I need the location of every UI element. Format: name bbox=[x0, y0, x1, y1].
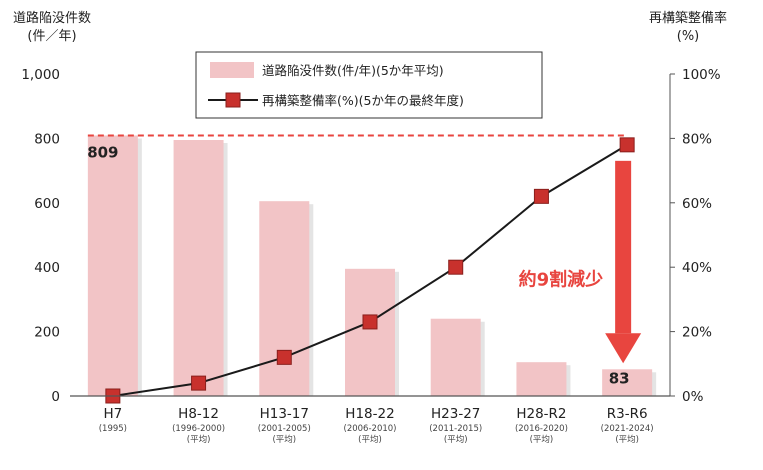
category-sublabel: (平均) bbox=[358, 434, 382, 445]
right-tick-label: 0% bbox=[682, 389, 704, 405]
legend-label-bar: 道路陥没件数(件/年)(5か年平均) bbox=[262, 63, 444, 78]
line-marker bbox=[191, 375, 207, 391]
category-sublabel: (平均) bbox=[615, 434, 639, 445]
left-axis-title: 道路陥没件数 (件／年) bbox=[13, 10, 91, 44]
annotation: 約9割減少 bbox=[519, 160, 642, 364]
legend-swatch-marker bbox=[225, 92, 241, 108]
category-sublabel: (1996-2000) bbox=[172, 424, 225, 434]
category-label: H8-12 bbox=[178, 406, 219, 422]
annotation-text: 約9割減少 bbox=[519, 269, 604, 291]
left-axis-title-line: (件／年) bbox=[27, 29, 76, 44]
left-tick-label: 0 bbox=[51, 389, 60, 405]
category-sublabel: (平均) bbox=[272, 434, 296, 445]
category-sublabel: (2016-2020) bbox=[515, 424, 568, 434]
category-sublabel: (2001-2005) bbox=[258, 424, 311, 434]
right-axis-title: 再構築整備率 (%) bbox=[649, 10, 727, 44]
right-axis-title-line: 再構築整備率 bbox=[649, 10, 727, 26]
left-tick-label: 200 bbox=[34, 325, 60, 341]
data-label: 809 bbox=[87, 144, 118, 162]
line-marker bbox=[448, 259, 464, 275]
left-tick-label: 800 bbox=[34, 131, 60, 147]
category-sublabel: (2021-2024) bbox=[601, 424, 654, 434]
right-axis-title-line: (%) bbox=[677, 29, 700, 44]
line-marker bbox=[362, 314, 378, 330]
right-tick-label: 40% bbox=[682, 260, 712, 276]
bars bbox=[87, 135, 657, 396]
bar bbox=[516, 362, 567, 396]
bar bbox=[87, 135, 138, 396]
bar bbox=[602, 369, 653, 396]
category-label: R3-R6 bbox=[607, 406, 648, 422]
category-sublabel: (平均) bbox=[187, 434, 211, 445]
legend-swatch-bar bbox=[210, 62, 254, 78]
category-label: H28-R2 bbox=[516, 406, 566, 422]
bar bbox=[345, 268, 395, 396]
data-labels: 809 83 bbox=[87, 144, 629, 388]
left-tick-label: 600 bbox=[34, 196, 60, 212]
arrow-head bbox=[605, 333, 642, 364]
category-sublabel: (1995) bbox=[99, 424, 127, 434]
data-label: 83 bbox=[609, 369, 630, 387]
bar bbox=[430, 318, 481, 396]
category-label: H18-22 bbox=[345, 406, 394, 422]
line-series bbox=[105, 137, 635, 404]
line-marker bbox=[276, 349, 292, 365]
bar bbox=[259, 201, 310, 396]
category-sublabel: (平均) bbox=[444, 434, 468, 445]
right-tick-label: 80% bbox=[682, 131, 712, 147]
right-tick-label: 60% bbox=[682, 196, 712, 212]
left-tick-label: 400 bbox=[34, 260, 60, 276]
bar bbox=[173, 140, 224, 396]
category-label: H13-17 bbox=[260, 406, 309, 422]
legend-label-line: 再構築整備率(%)(5か年の最終年度) bbox=[262, 93, 464, 108]
line-marker bbox=[619, 137, 635, 153]
left-axis: 0 200 400 600 800 1,000 bbox=[21, 67, 60, 405]
right-axis: 0% 20% 40% 60% 80% 100% bbox=[669, 67, 721, 405]
category-sublabel: (2011-2015) bbox=[429, 424, 482, 434]
line-marker bbox=[533, 188, 549, 204]
legend-box bbox=[195, 51, 543, 119]
left-axis-title-line: 道路陥没件数 bbox=[13, 10, 91, 26]
arrow-shaft bbox=[615, 160, 632, 334]
right-tick-label: 20% bbox=[682, 325, 712, 341]
x-axis: H7(1995)H8-12(1996-2000)(平均)H13-17(2001-… bbox=[70, 395, 670, 445]
category-label: H7 bbox=[103, 406, 122, 422]
right-tick-label: 100% bbox=[682, 67, 721, 83]
left-tick-label: 1,000 bbox=[21, 67, 60, 83]
category-label: H23-27 bbox=[431, 406, 480, 422]
legend: 道路陥没件数(件/年)(5か年平均) 再構築整備率(%)(5か年の最終年度) bbox=[195, 51, 543, 119]
category-sublabel: (平均) bbox=[530, 434, 554, 445]
category-sublabel: (2006-2010) bbox=[344, 424, 397, 434]
